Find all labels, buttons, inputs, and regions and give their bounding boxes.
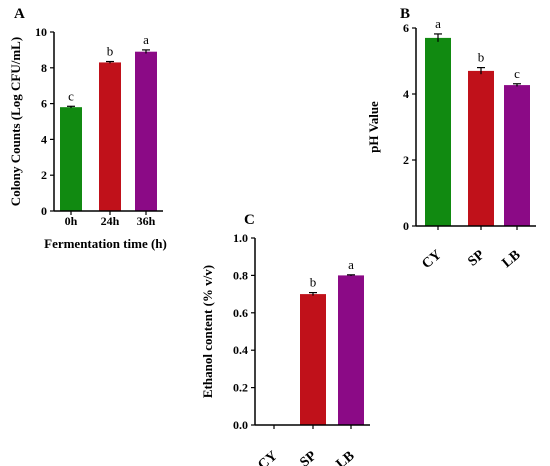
- y-axis-label: Colony Counts (Log CFU/mL): [8, 37, 23, 206]
- significance-letter: c: [68, 88, 74, 103]
- y-tick-label: 0: [41, 204, 47, 218]
- y-tick-label: 4: [403, 87, 409, 101]
- y-tick-label: 6: [403, 21, 409, 35]
- x-tick-label: 0h: [65, 214, 78, 228]
- y-tick-label: 10: [35, 25, 47, 39]
- bar-36h: [135, 51, 157, 211]
- bar-24h: [99, 62, 121, 212]
- x-tick-label: CY: [255, 449, 280, 466]
- y-tick-label: 0.6: [233, 306, 248, 320]
- y-tick-label: 0.4: [233, 343, 248, 357]
- bar-sp: [468, 70, 494, 227]
- bar-sp: [300, 294, 326, 425]
- x-tick-label: 24h: [101, 214, 120, 228]
- bar-lb: [338, 275, 364, 425]
- panel-a: Ac b a 0 2 4 6 8 10 0h 24h 36h Colony Counts (Log CF…: [8, 6, 167, 251]
- y-tick-label: 6: [41, 97, 47, 111]
- significance-letter: b: [107, 44, 114, 59]
- y-axis-label: Ethanol content (% v/v): [200, 265, 215, 398]
- bar-0h: [60, 107, 82, 211]
- y-tick-label: 4: [41, 132, 47, 146]
- y-tick-label: 0.0: [233, 418, 248, 432]
- x-axis-label: Fermentation time (h): [44, 236, 167, 251]
- y-tick-label: 2: [403, 153, 409, 167]
- significance-letter: c: [514, 66, 520, 81]
- bar-lb: [504, 85, 530, 226]
- panel-letter: C: [244, 212, 255, 228]
- significance-letter: a: [143, 32, 149, 47]
- significance-letter: b: [478, 50, 485, 65]
- panel-letter: B: [400, 6, 410, 22]
- y-tick-label: 2: [41, 168, 47, 182]
- y-tick-label: 1.0: [233, 231, 248, 245]
- x-tick-label: SP: [297, 448, 320, 466]
- y-tick-label: 0.2: [233, 381, 248, 395]
- significance-letter: a: [348, 257, 354, 272]
- significance-letter: b: [310, 275, 317, 290]
- x-tick-label: LB: [500, 248, 524, 272]
- x-tick-label: LB: [334, 449, 358, 466]
- x-tick-label: 36h: [137, 214, 156, 228]
- x-tick-label: CY: [419, 248, 444, 272]
- x-tick-label: SP: [465, 247, 488, 269]
- y-tick-label: 0: [403, 219, 409, 233]
- y-tick-label: 0.8: [233, 268, 248, 282]
- y-tick-label: 8: [41, 61, 47, 75]
- bar-cy: [425, 37, 451, 227]
- panel-c: Cb a 0.0 0.2 0.4 0.6 0.8 1.0 CY SP LB Ethanol conte…: [200, 212, 370, 466]
- panel-b: Ba b c 0 2 4 6 CY SP LB pH Value: [366, 6, 536, 272]
- panel-letter: A: [14, 6, 25, 22]
- significance-letter: a: [435, 16, 441, 31]
- y-axis-label: pH Value: [366, 101, 381, 153]
